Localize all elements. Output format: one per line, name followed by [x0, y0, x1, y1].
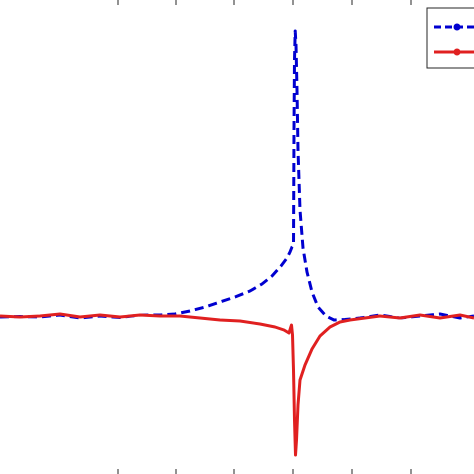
legend-marker-0 [453, 23, 461, 31]
plot-lines [0, 29, 474, 457]
axis-ticks [117, 0, 412, 474]
legend [426, 7, 474, 69]
series-line-0 [0, 29, 474, 322]
series-line-1 [0, 312, 474, 457]
legend-marker-1 [453, 48, 461, 56]
legend-box [426, 7, 474, 69]
